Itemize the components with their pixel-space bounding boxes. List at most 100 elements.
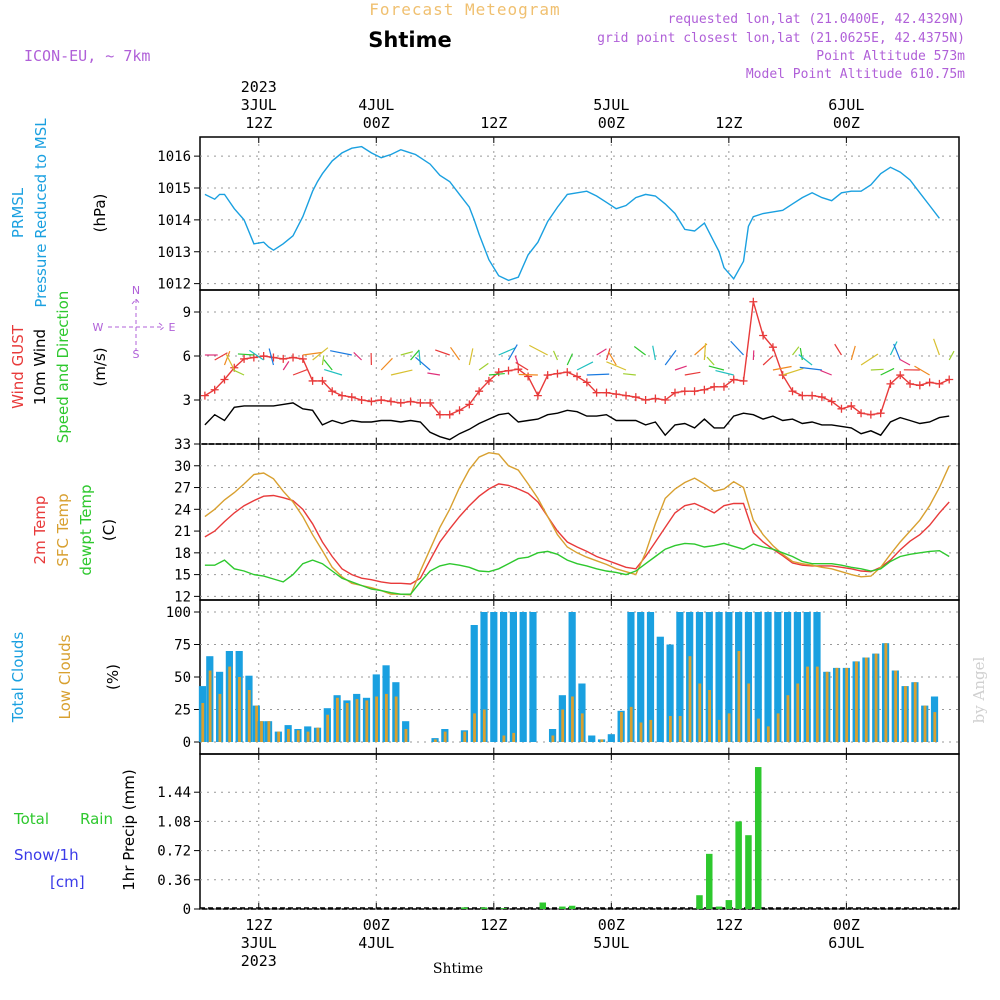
low-cloud-bar — [894, 670, 898, 742]
bottom-tick-label-1: 12Z — [715, 916, 742, 934]
point-altitude: Point Altitude 573m — [816, 49, 965, 64]
wind-speed-line — [204, 402, 950, 441]
gust-marker — [876, 409, 885, 418]
total-cloud-bar — [705, 612, 713, 742]
gust-marker — [837, 404, 846, 413]
y-tick-label: 1016 — [157, 149, 191, 165]
wind-arrow — [330, 350, 352, 356]
y-tick-label: 6 — [183, 349, 191, 365]
gust-marker — [445, 410, 454, 419]
temp-line-0 — [204, 483, 950, 585]
gust-marker — [318, 376, 327, 385]
low-cloud-bar — [845, 667, 849, 742]
gust-marker — [435, 410, 444, 419]
gust-marker — [915, 381, 924, 390]
top-tick-label-2: 6JUL — [828, 96, 864, 114]
low-cloud-bar — [277, 731, 281, 742]
total-cloud-bar — [744, 612, 753, 742]
top-tick-label-3: 00Z — [598, 114, 625, 132]
wind-arrow — [312, 347, 329, 361]
wind-arrow — [798, 354, 813, 366]
wind-arrow — [214, 352, 228, 361]
low-cloud-bar — [600, 739, 604, 742]
low-cloud-bar — [316, 727, 320, 742]
bottom-tick-label-1: 00Z — [598, 916, 625, 934]
model-altitude: Model Point Altitude 610.75m — [746, 67, 965, 82]
gust-marker — [925, 378, 934, 387]
low-cloud-bar — [255, 705, 259, 742]
low-cloud-bar — [260, 721, 263, 742]
top-tick-label-3: 00Z — [833, 114, 860, 132]
gust-marker — [847, 401, 856, 410]
bottom-tick-label-2: 3JUL — [241, 934, 277, 952]
low-cloud-bar — [208, 670, 212, 742]
wind-arrow — [799, 347, 803, 361]
pressure-label: Pressure Reduced to MSL — [32, 118, 50, 308]
wind-arrow — [380, 357, 393, 371]
total-cloud-bar — [480, 612, 488, 742]
gust-marker — [759, 331, 768, 340]
location-title: Shtime — [368, 28, 451, 52]
wind-arrow — [880, 367, 895, 376]
model-name: ICON-EU, ~ 7km — [24, 47, 150, 65]
y-tick-label: 1015 — [157, 181, 191, 197]
low-cloud-bar — [835, 667, 839, 742]
gust-marker — [886, 379, 895, 388]
gust-marker — [563, 368, 572, 377]
wind-arrow — [948, 350, 955, 361]
gust-marker — [749, 297, 758, 306]
wind-arrow — [478, 362, 489, 371]
gust-marker — [484, 376, 493, 385]
wind-arrow — [820, 369, 832, 376]
wind-arrow — [664, 349, 677, 366]
low-cloud-bar — [267, 721, 271, 742]
gust-marker — [641, 396, 650, 404]
total-cloud-bar — [588, 735, 596, 742]
low-cloud-bar — [688, 656, 692, 742]
wind-arrow — [321, 355, 325, 366]
wind-arrow — [586, 373, 610, 376]
low-cloud-bar — [502, 735, 506, 742]
wind-arrow — [302, 351, 322, 356]
gust-marker — [524, 372, 533, 381]
low-cloud-bar — [296, 730, 300, 742]
gust-marker — [533, 391, 542, 400]
total-cloud-bar — [784, 612, 792, 742]
bottom-tick-label-1: 12Z — [480, 916, 507, 934]
clouds-unit: (%) — [104, 664, 122, 690]
bottom-tick-label-1: 12Z — [245, 916, 272, 934]
compass-e: E — [169, 321, 176, 334]
total-cloud-bar — [646, 612, 655, 742]
rain-bar — [500, 908, 507, 909]
gust-marker — [210, 385, 219, 394]
y-tick-label: 21 — [174, 524, 191, 540]
gust-marker — [768, 343, 777, 352]
low-cloud-bar — [433, 739, 437, 742]
low-cloud-bar — [855, 661, 858, 742]
y-tick-label: 1.44 — [157, 785, 191, 801]
low-cloud-bar — [473, 713, 476, 742]
low-cloud-bar — [228, 666, 232, 742]
low-cloud-bar — [629, 706, 633, 742]
y-tick-label: 3 — [183, 393, 191, 409]
gust-marker — [289, 353, 298, 362]
rain-label: Rain — [80, 810, 113, 828]
total-cloud-bar — [529, 612, 537, 742]
wind-arrow — [488, 372, 505, 376]
gust-marker — [455, 406, 464, 415]
gust-marker — [573, 372, 582, 381]
gust-marker — [866, 410, 875, 419]
low-cloud-bar — [717, 719, 721, 742]
panel-frame — [199, 753, 960, 910]
temp-unit: (C) — [100, 519, 118, 541]
sfc-temp-label: SFC Temp — [54, 493, 72, 566]
low-cloud-bar — [394, 696, 398, 742]
total-cloud-bar — [470, 625, 478, 742]
wind-arrow — [684, 371, 701, 376]
y-tick-label: 12 — [174, 589, 191, 605]
wind-arrow — [834, 343, 842, 356]
low-cloud-bar — [336, 697, 339, 742]
panel-frame — [199, 443, 960, 601]
bottom-tick-label-2: 6JUL — [828, 934, 864, 952]
gust-marker — [553, 369, 562, 378]
